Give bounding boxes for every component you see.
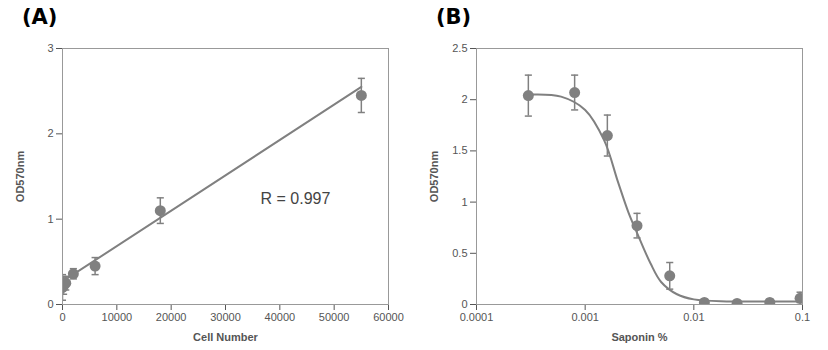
svg-text:0: 0 xyxy=(59,311,65,323)
svg-text:60000: 60000 xyxy=(373,311,404,323)
svg-text:0.01: 0.01 xyxy=(683,311,704,323)
svg-text:3: 3 xyxy=(47,42,53,54)
svg-text:40000: 40000 xyxy=(265,311,296,323)
svg-text:0.5: 0.5 xyxy=(452,247,467,259)
svg-text:1: 1 xyxy=(461,196,467,208)
svg-text:0: 0 xyxy=(461,298,467,310)
svg-text:50000: 50000 xyxy=(319,311,350,323)
svg-text:R = 0.997: R = 0.997 xyxy=(261,190,331,207)
html-text:(A): (A) xyxy=(22,5,58,29)
svg-text:1.5: 1.5 xyxy=(452,144,467,156)
svg-text:0.1: 0.1 xyxy=(795,311,810,323)
svg-text:20000: 20000 xyxy=(156,311,187,323)
svg-text:Saponin %: Saponin % xyxy=(611,331,667,343)
svg-text:2.5: 2.5 xyxy=(452,42,467,54)
html-text:(B): (B) xyxy=(436,5,472,29)
svg-text:2: 2 xyxy=(47,127,53,139)
svg-text:0.001: 0.001 xyxy=(571,311,599,323)
svg-text:1: 1 xyxy=(47,213,53,225)
svg-text:2: 2 xyxy=(461,93,467,105)
svg-text:Cell Number: Cell Number xyxy=(193,331,259,343)
svg-text:0.0001: 0.0001 xyxy=(460,311,494,323)
svg-text:10000: 10000 xyxy=(102,311,133,323)
svg-text:OD570nm: OD570nm xyxy=(14,151,26,203)
svg-text:OD570nm: OD570nm xyxy=(428,151,440,203)
svg-text:30000: 30000 xyxy=(210,311,241,323)
svg-text:0: 0 xyxy=(47,298,53,310)
